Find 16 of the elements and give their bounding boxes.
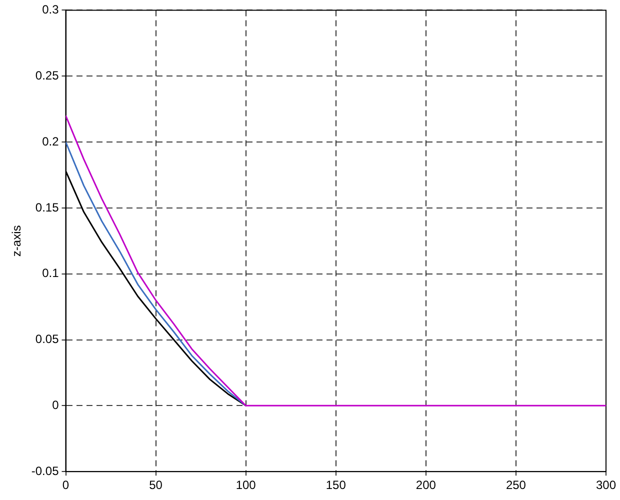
y-tick-label: 0.1 <box>42 266 60 280</box>
y-tick-label: 0.05 <box>35 332 60 346</box>
y-tick-label: -0.05 <box>31 464 60 478</box>
x-tick-label: 0 <box>62 478 70 492</box>
x-tick-label: 50 <box>149 478 163 492</box>
x-tick-label: 150 <box>326 478 346 492</box>
x-tick-label: 100 <box>236 478 256 492</box>
y-tick-label: 0.3 <box>42 2 60 17</box>
x-tick-label: 200 <box>416 478 436 492</box>
y-tick-label: 0.25 <box>35 68 60 82</box>
y-tick-label: 0.15 <box>35 200 60 214</box>
x-tick-label: 300 <box>596 478 616 492</box>
y-tick-label: 0.2 <box>42 134 60 148</box>
y-tick-label: 0 <box>52 398 60 412</box>
y-axis-title: z-axis <box>10 225 24 257</box>
x-tick-label: 250 <box>506 478 526 492</box>
